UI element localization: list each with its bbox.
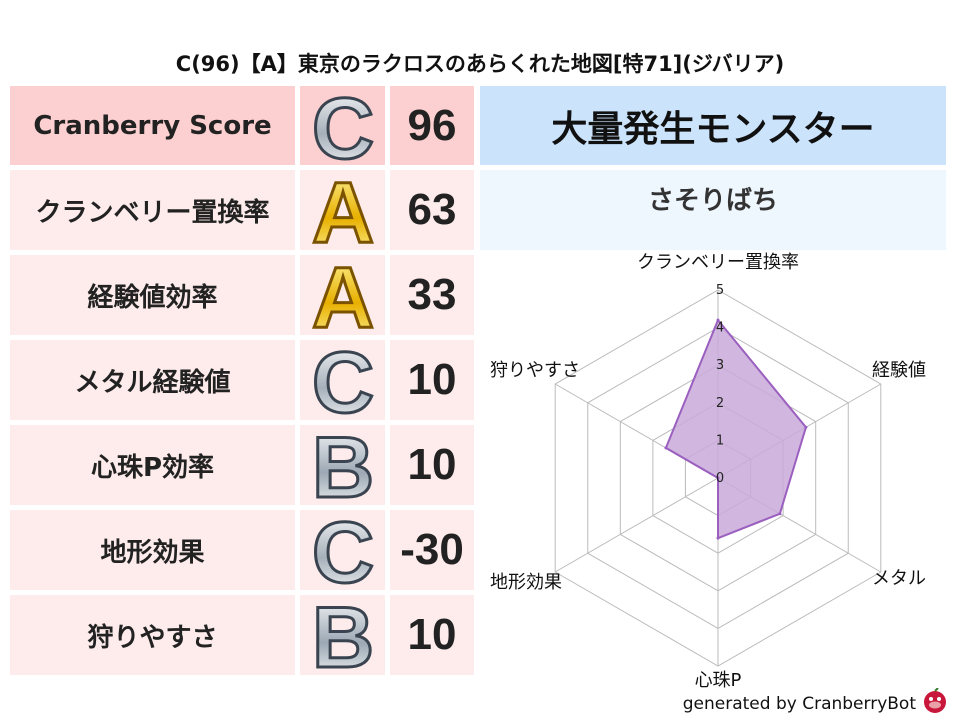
grade-c-icon: C [310,510,375,590]
score-label: メタル経験値 [10,340,295,420]
score-label: 狩りやすさ [10,595,295,675]
axis-label: 狩りやすさ [490,360,580,381]
data-point [664,446,668,450]
data-series-polygon [664,318,808,540]
score-value: 10 [390,595,474,675]
score-value: 33 [390,255,474,335]
axis-label: 経験値 [872,360,926,381]
tick-label: 0 [716,471,724,486]
grade-c-icon: C [310,340,375,420]
score-label: 経験値効率 [10,255,295,335]
grade-letter: C [311,86,373,166]
score-value: 10 [390,340,474,420]
grade-letter: B [311,595,373,675]
monster-name: さそりばち [480,170,946,250]
data-point [716,476,720,480]
grid-spoke [554,477,719,573]
axis-label: 地形効果 [490,572,562,593]
data-point [778,512,782,516]
grade-letter: A [311,255,373,335]
grade-a-icon: A [310,170,375,250]
page-title: C(96)【A】東京のラクロスのあらくれた地図[特71](ジバリア) [175,52,785,76]
cranberry-bot-icon [924,688,946,713]
score-value: 10 [390,425,474,505]
grade-b-icon: B [310,595,375,675]
score-value: 63 [390,170,474,250]
data-point [716,536,720,540]
grade-badge: B [300,425,385,505]
grade-badge: B [300,595,385,675]
tick-label: 3 [716,358,724,373]
data-point [804,425,808,429]
grade-a-icon: A [310,255,375,335]
score-label: クランベリー置換率 [10,170,295,250]
grade-badge: A [300,170,385,250]
tick-label: 4 [716,321,724,336]
score-label: 地形効果 [10,510,295,590]
tick-label: 1 [716,433,724,448]
grade-badge: C [300,510,385,590]
grade-c-icon: C [310,86,375,166]
tick-label: 2 [716,396,724,411]
monster-header: 大量発生モンスター [480,86,946,165]
axis-label: クランベリー置換率 [637,252,799,273]
axis-label: メタル [872,568,926,589]
grade-badge: C [300,86,385,166]
grade-letter: A [311,170,373,250]
grade-letter: C [311,510,373,590]
footer-credit: generated by CranberryBot [682,694,916,714]
score-label: 心珠P効率 [10,425,295,505]
tick-label: 5 [716,283,724,298]
grade-letter: C [311,340,373,420]
grade-b-icon: B [310,425,375,505]
grade-letter: B [311,425,373,505]
grade-badge: C [300,340,385,420]
grade-badge: A [300,255,385,335]
data-point [716,318,720,322]
score-value: -30 [390,510,474,590]
axis-label: 心珠P [695,670,742,690]
score-value: 96 [390,86,474,165]
score-label: Cranberry Score [10,86,295,165]
